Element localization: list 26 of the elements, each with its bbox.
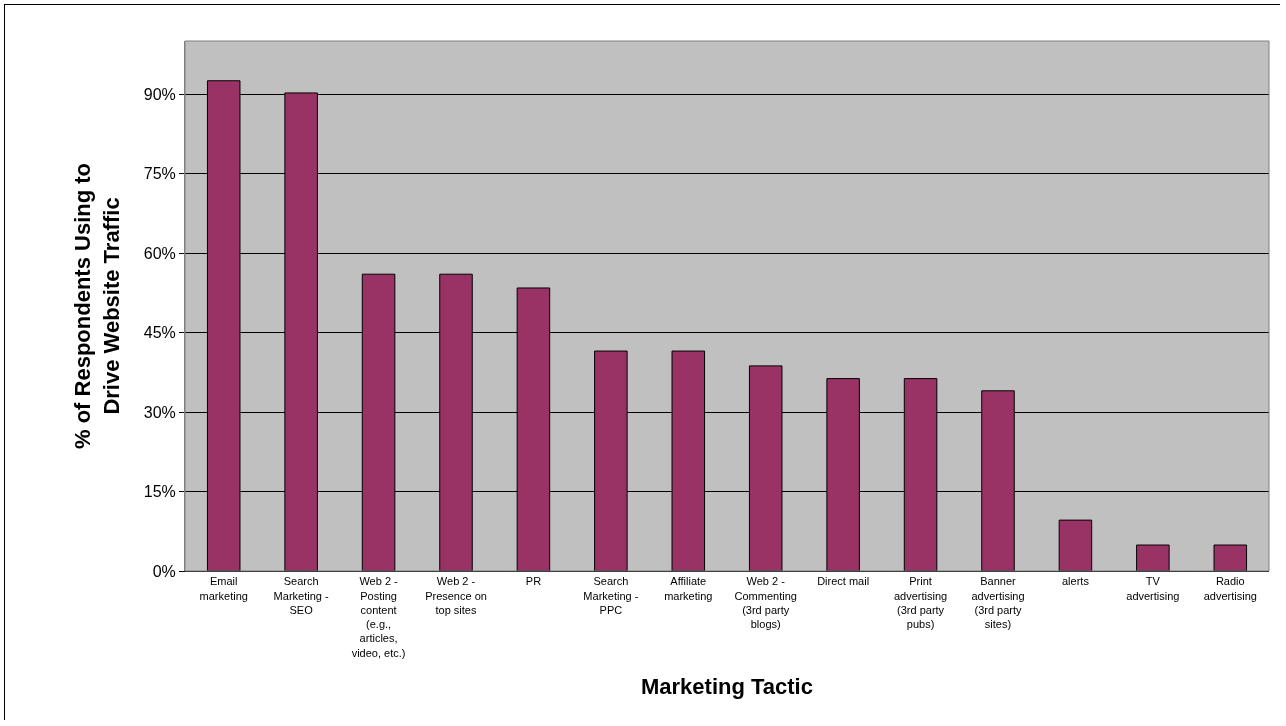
y-axis-title: % of Respondents Using to Drive Website Traffic [69,163,124,449]
x-axis-title: Marketing Tactic [641,673,813,699]
y-tick-label: 60% [143,244,176,262]
bar [1058,519,1093,571]
y-tick-label: 0% [152,562,176,580]
x-tick-label: Search Marketing - PPC [583,575,639,616]
x-tick-label: Web 2 - Commenting (3rd party blogs) [734,575,797,631]
x-tick-label: Web 2 - Posting content (e.g., articles, video, etc.) [351,575,406,659]
x-tick-label: Web 2 - Presence on top sites [425,575,487,616]
x-tick-label: Search Marketing - SEO [273,575,329,616]
x-tick-label: Print advertising (3rd party pubs) [893,575,948,631]
x-tick-label: Direct mail [817,575,870,588]
y-tick-label: 15% [143,483,176,501]
y-tick-label: 75% [143,165,176,183]
x-tick-label: PR [525,575,542,588]
x-tick-label: Radio advertising [1203,575,1257,602]
x-tick-label: Affiliate marketing [664,575,713,602]
x-tick-label: Email marketing [199,575,248,602]
x-tick-label: TV advertising [1126,575,1180,602]
x-tick-label: alerts [1061,575,1090,588]
y-tick-label: 30% [143,403,176,421]
bar [1213,544,1248,571]
y-tick-label: 45% [143,324,176,342]
x-tick-label: Banner advertising (3rd party sites) [971,575,1025,631]
bar [1136,544,1170,571]
y-tick-label: 90% [143,85,176,103]
